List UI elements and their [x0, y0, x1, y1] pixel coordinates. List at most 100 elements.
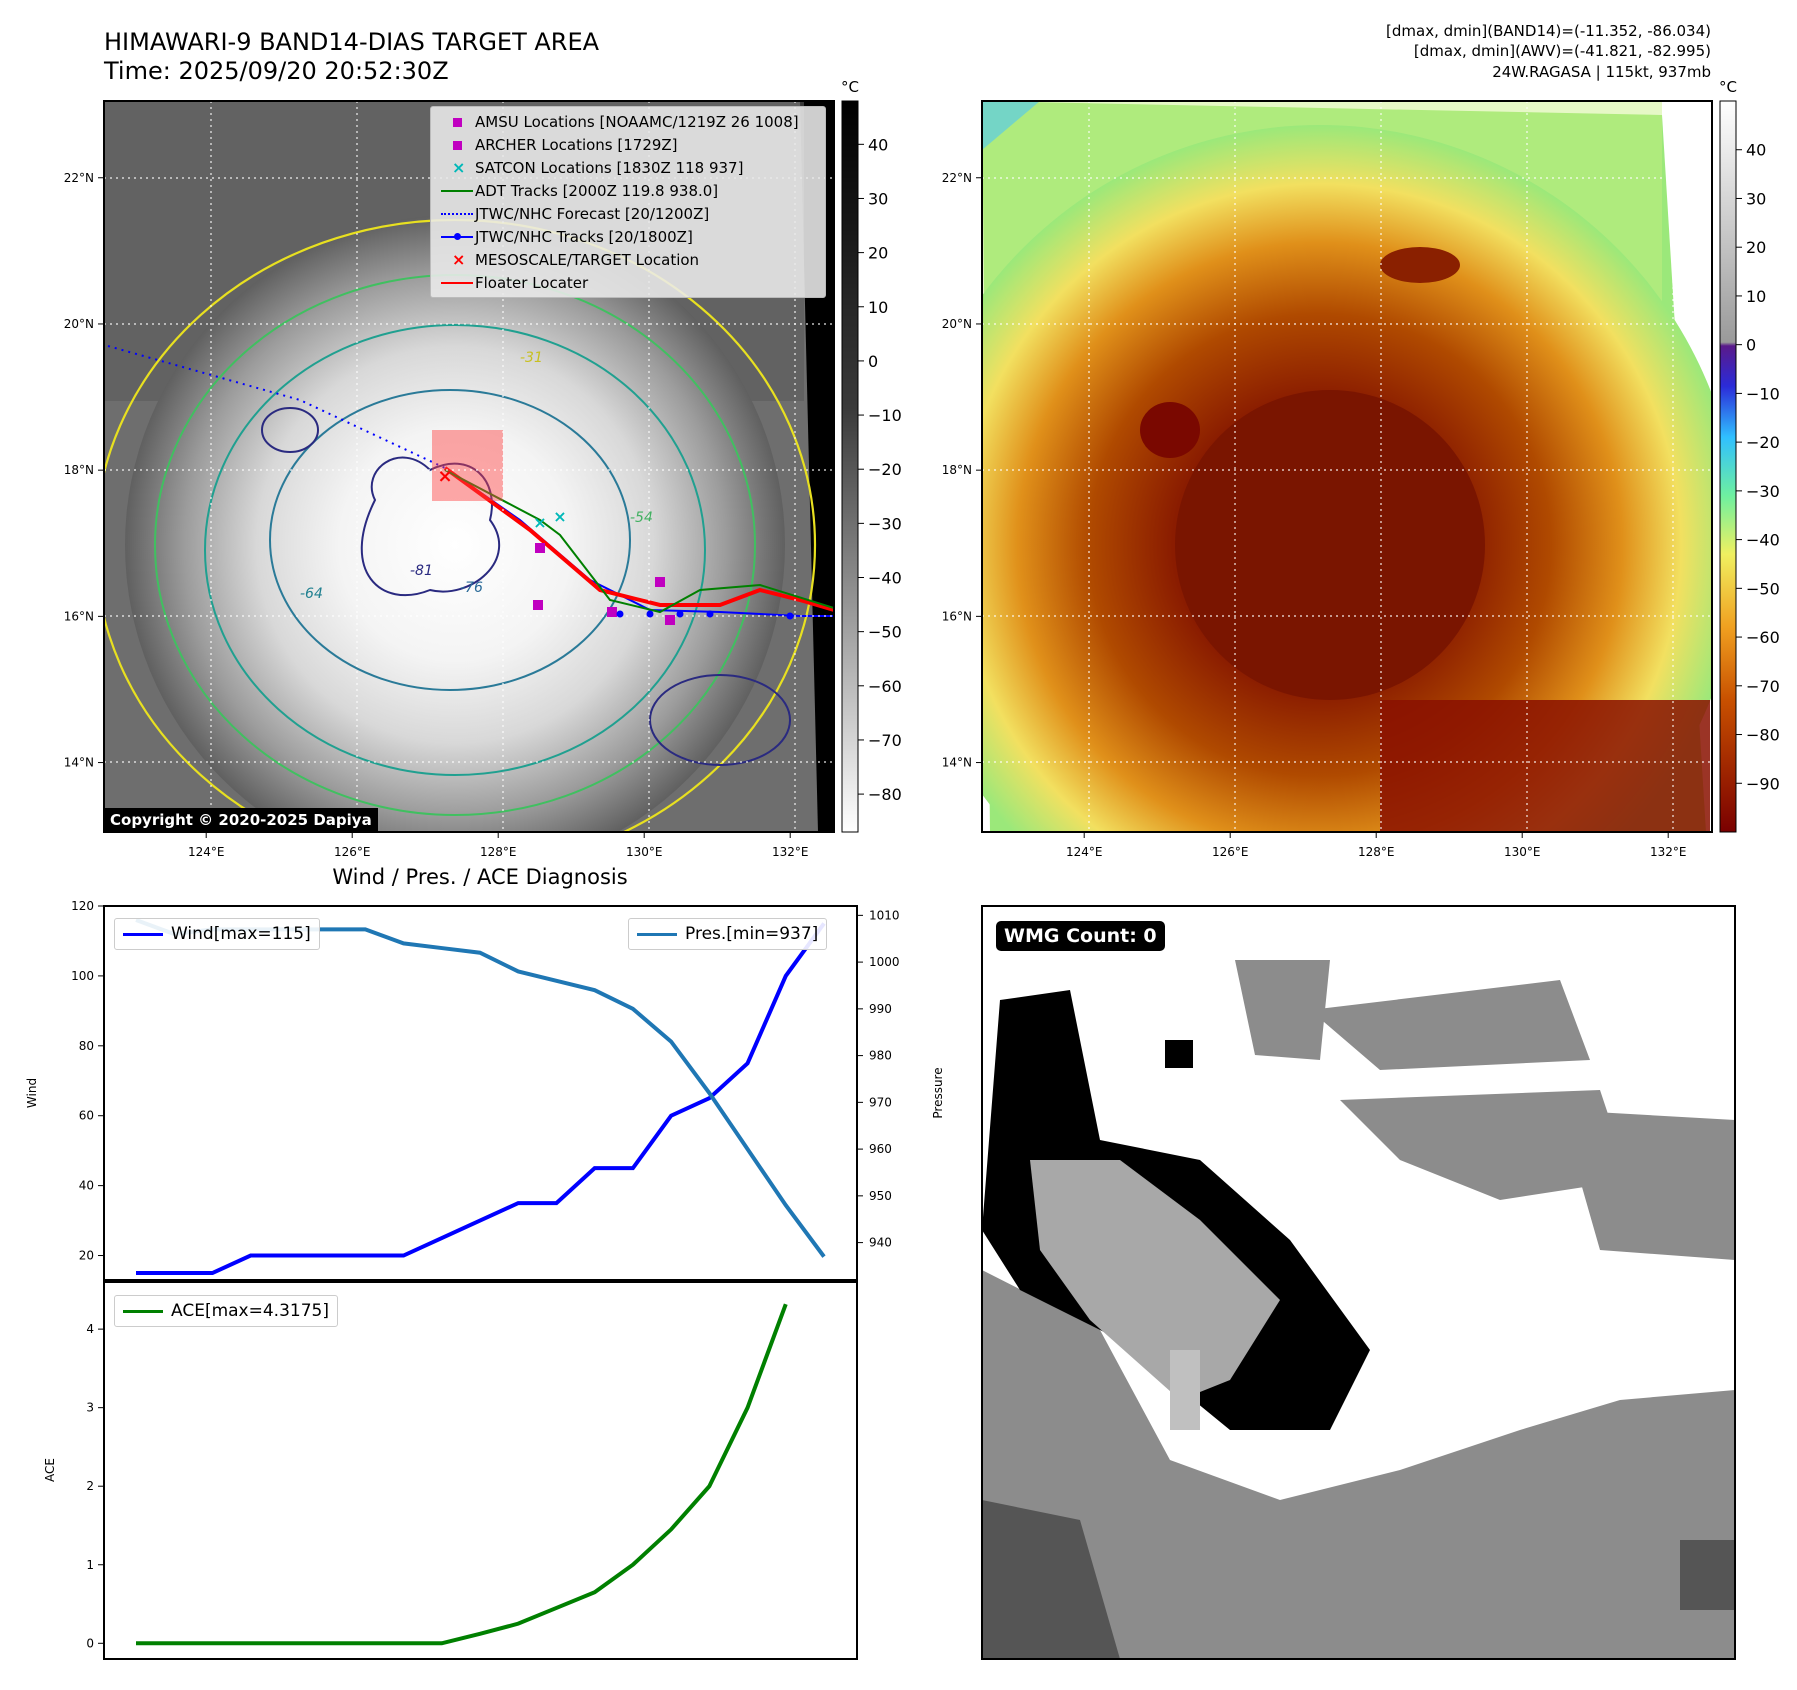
time-title: Time: 2025/09/20 20:52:30Z [104, 57, 449, 85]
diagnosis-title: Wind / Pres. / ACE Diagnosis [332, 865, 627, 889]
target-area-box [432, 430, 503, 501]
contour-label-64: -64 [300, 586, 323, 602]
lat-tick-label: 18°N [942, 463, 972, 477]
colorbar-tick-label: −70 [868, 731, 902, 750]
ace-legend: ACE[max=4.3175] [114, 1295, 338, 1327]
legend-adt-label: ADT Tracks [2000Z 119.8 938.0] [475, 182, 719, 200]
legend-archer-label: ARCHER Locations [1729Z] [475, 136, 678, 154]
track-point-marker [786, 612, 794, 620]
storm-core-cold [1175, 390, 1485, 700]
lon-tick-label: 126°E [334, 845, 371, 859]
colorbar-tick-label: −40 [868, 569, 902, 588]
contour-label-81: -81 [410, 563, 433, 579]
lat-tick-label: 20°N [942, 317, 972, 331]
colorbar-tick-label: −20 [868, 460, 902, 479]
lon-tick-label: 132°E [772, 845, 809, 859]
lat-tick-label: 18°N [64, 463, 94, 477]
ace-frame [103, 1281, 858, 1660]
ace-line [136, 1303, 788, 1646]
track-point-marker [616, 610, 624, 618]
colorbar-tick-label: 0 [868, 352, 878, 371]
colorbar-tick-label: 40 [1746, 141, 1766, 160]
colorbar-tick-label: −30 [1746, 482, 1780, 501]
ace-axis-label: ACE [43, 1458, 57, 1482]
amsu-marker [535, 543, 545, 553]
chart-axis-ticks: 2040608010012094095096097098099010001010… [71, 899, 899, 1650]
wind-tick-label: 40 [79, 1179, 94, 1193]
legend-tracks-label: JTWC/NHC Tracks [20/1800Z] [475, 228, 693, 246]
pressure-tick-label: 970 [869, 1095, 892, 1109]
pressure-tick-label: 960 [869, 1142, 892, 1156]
ace-tick-label: 0 [86, 1636, 94, 1650]
pressure-tick-label: 1000 [869, 955, 900, 969]
wmg-count-badge: WMG Count: 0 [996, 921, 1165, 951]
bd-map-panel [982, 101, 1712, 832]
lat-tick-label: 20°N [64, 317, 94, 331]
colorbar-tick-label: −10 [868, 406, 902, 425]
colorbar-tick-label: −50 [1746, 579, 1780, 598]
pressure-tick-label: 1010 [869, 908, 900, 922]
colorbar-tick-label: 10 [868, 298, 888, 317]
map-legend: AMSU Locations [NOAAMC/1219Z 26 1008] AR… [430, 106, 826, 298]
amsu-marker [607, 607, 617, 617]
wmg-panel [982, 906, 1735, 1659]
track-point-marker [706, 610, 714, 618]
awv-range: [dmax, dmin](AWV)=(-41.821, -82.995) [1413, 42, 1711, 60]
lon-tick-label: 124°E [188, 845, 225, 859]
main-title: HIMAWARI-9 BAND14-DIAS TARGET AREA [104, 28, 600, 56]
bd-map-frame [981, 100, 1713, 833]
ace-tick-label: 3 [86, 1401, 94, 1415]
colorbar-tick-label: 40 [868, 135, 888, 154]
satcon-marker: × [533, 513, 546, 532]
colorbar-tick-label: 10 [1746, 287, 1766, 306]
colorbar-tick-label: 0 [1746, 336, 1756, 355]
legend-forecast-label: JTWC/NHC Forecast [20/1200Z] [475, 205, 710, 223]
pressure-legend-swatch [637, 932, 677, 936]
ace-tick-label: 4 [86, 1322, 94, 1336]
copyright-badge: Copyright © 2020-2025 Dapiya [104, 808, 378, 832]
ace-legend-label: ACE[max=4.3175] [171, 1301, 329, 1321]
wind-legend-label: Wind[max=115] [171, 924, 311, 944]
lon-tick-label: 132°E [1650, 845, 1687, 859]
colorbar-tick-label: −50 [868, 623, 902, 642]
colorbar-tick-label: 30 [868, 189, 888, 208]
colorbar-ir-ticks: 40 30 20 10 0 −10 −20 −30 −40 −50 −60 −70 −80 [858, 135, 902, 804]
pressure-tick-label: 990 [869, 1002, 892, 1016]
legend-amsu: AMSU Locations [NOAAMC/1219Z 26 1008] [439, 111, 799, 133]
legend-satcon: × SATCON Locations [1830Z 118 937] [452, 158, 744, 177]
wind-legend: Wind[max=115] [114, 918, 320, 950]
legend-forecast: JTWC/NHC Forecast [20/1200Z] [439, 203, 709, 225]
contour-label-54: -54 [630, 510, 653, 526]
colorbar-tick-label: −80 [868, 785, 902, 804]
wind-tick-label: 60 [79, 1109, 94, 1123]
legend-target-label: MESOSCALE/TARGET Location [475, 251, 700, 269]
legend-archer: ARCHER Locations [1729Z] [439, 134, 678, 156]
storm-cloud-shield [125, 215, 785, 832]
legend-adt: ADT Tracks [2000Z 119.8 938.0] [439, 180, 718, 202]
adt-track-line [444, 469, 834, 614]
pressure-tick-label: 950 [869, 1189, 892, 1203]
target-marker: × [437, 466, 452, 487]
floater-track-line [443, 466, 834, 612]
wind-tick-label: 80 [79, 1039, 94, 1053]
colorbar-ir-unit: °C [841, 78, 859, 96]
legend-target: × MESOSCALE/TARGET Location [452, 250, 700, 269]
lon-tick-label: 128°E [1358, 845, 1395, 859]
contour-76 [269, 389, 631, 691]
colorbar-tick-label: −70 [1746, 677, 1780, 696]
lon-tick-label: 124°E [1066, 845, 1103, 859]
contour-label-76: -76 [460, 580, 483, 596]
lon-tick-label: 130°E [1504, 845, 1541, 859]
band14-range: [dmax, dmin](BAND14)=(-11.352, -86.034) [1386, 22, 1711, 40]
wind-tick-label: 100 [71, 969, 94, 983]
track-point-marker [676, 610, 684, 618]
ir-map-frame [103, 100, 835, 833]
storm-info: 24W.RAGASA | 115kt, 937mb [1492, 63, 1711, 81]
grid-lines-2 [982, 101, 1712, 832]
colorbar-tick-label: −10 [1746, 384, 1780, 403]
amsu-marker [655, 577, 665, 587]
colorbar-tick-label: 20 [868, 244, 888, 263]
colorbar-tick-label: 30 [1746, 189, 1766, 208]
colorbar-tick-label: −60 [868, 677, 902, 696]
